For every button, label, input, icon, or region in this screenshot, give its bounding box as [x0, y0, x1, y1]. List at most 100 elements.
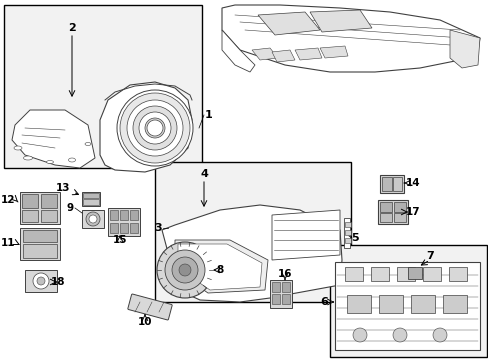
Bar	[20, 228, 60, 260]
Bar	[23, 244, 57, 258]
Circle shape	[37, 277, 45, 285]
Circle shape	[86, 212, 100, 226]
Bar	[381, 177, 391, 191]
Bar	[22, 210, 38, 222]
Ellipse shape	[46, 161, 53, 163]
Text: 15: 15	[113, 235, 127, 245]
Bar	[41, 194, 57, 208]
Bar	[41, 210, 57, 222]
Circle shape	[117, 90, 193, 166]
Text: 10: 10	[138, 317, 152, 327]
Text: 18: 18	[51, 277, 65, 287]
Polygon shape	[258, 12, 319, 35]
Bar	[407, 267, 421, 279]
Circle shape	[133, 106, 177, 150]
Polygon shape	[271, 50, 294, 62]
Circle shape	[392, 328, 406, 342]
Polygon shape	[178, 244, 262, 290]
Polygon shape	[343, 218, 349, 248]
Bar	[25, 270, 57, 292]
Circle shape	[164, 250, 204, 290]
Bar	[269, 280, 291, 308]
Bar	[396, 267, 414, 281]
Bar	[345, 222, 350, 227]
Bar	[392, 177, 401, 191]
Bar	[271, 294, 280, 304]
Circle shape	[33, 273, 49, 289]
Polygon shape	[100, 82, 192, 172]
Ellipse shape	[68, 158, 75, 162]
Ellipse shape	[85, 143, 91, 145]
Bar	[82, 192, 100, 206]
Text: 16: 16	[277, 269, 292, 279]
Bar	[345, 230, 350, 235]
Bar	[83, 199, 99, 205]
Bar	[393, 202, 405, 212]
Bar	[329, 245, 486, 357]
Text: 2: 2	[68, 23, 76, 33]
Bar	[22, 194, 38, 208]
Circle shape	[172, 257, 198, 283]
Bar	[410, 295, 434, 313]
Text: 5: 5	[350, 233, 358, 243]
Polygon shape	[449, 30, 479, 68]
Bar	[377, 200, 407, 224]
Text: 14: 14	[405, 178, 420, 188]
Polygon shape	[162, 205, 341, 302]
Circle shape	[145, 118, 164, 138]
Bar	[448, 267, 466, 281]
Circle shape	[352, 328, 366, 342]
Bar	[82, 210, 104, 228]
Bar	[345, 238, 350, 243]
Text: 9: 9	[66, 203, 73, 213]
Bar	[378, 295, 402, 313]
Polygon shape	[334, 262, 479, 350]
Text: 13: 13	[56, 183, 70, 193]
Polygon shape	[271, 210, 339, 260]
Polygon shape	[222, 30, 254, 72]
Text: 1: 1	[204, 110, 212, 120]
Text: 8: 8	[216, 265, 223, 275]
Bar	[83, 193, 99, 198]
Bar	[282, 282, 289, 292]
Bar	[110, 223, 118, 233]
Bar	[345, 267, 362, 281]
Circle shape	[127, 100, 183, 156]
Ellipse shape	[14, 146, 22, 150]
Bar	[379, 202, 391, 212]
Bar	[442, 295, 466, 313]
Ellipse shape	[23, 156, 32, 160]
Bar	[155, 162, 350, 302]
Circle shape	[150, 123, 160, 133]
Polygon shape	[222, 5, 479, 72]
Bar	[23, 230, 57, 242]
Bar	[4, 5, 202, 168]
Polygon shape	[251, 48, 278, 60]
Bar	[393, 213, 405, 222]
Bar	[379, 213, 391, 222]
Polygon shape	[294, 48, 321, 60]
Bar	[20, 192, 60, 224]
Bar	[422, 267, 440, 281]
Bar	[120, 223, 128, 233]
Polygon shape	[309, 10, 371, 32]
Bar	[271, 282, 280, 292]
Bar	[346, 295, 370, 313]
Circle shape	[120, 93, 190, 163]
Circle shape	[89, 215, 97, 223]
Circle shape	[432, 328, 446, 342]
Bar	[130, 210, 138, 220]
FancyBboxPatch shape	[127, 294, 172, 320]
Circle shape	[179, 264, 191, 276]
Polygon shape	[175, 240, 267, 293]
Polygon shape	[319, 46, 347, 58]
Circle shape	[157, 242, 213, 298]
Text: 6: 6	[320, 297, 327, 307]
Bar	[379, 175, 403, 193]
Text: 11: 11	[1, 238, 15, 248]
Polygon shape	[12, 110, 95, 168]
Bar	[120, 210, 128, 220]
Bar	[130, 223, 138, 233]
Circle shape	[139, 112, 171, 144]
Circle shape	[147, 120, 163, 136]
